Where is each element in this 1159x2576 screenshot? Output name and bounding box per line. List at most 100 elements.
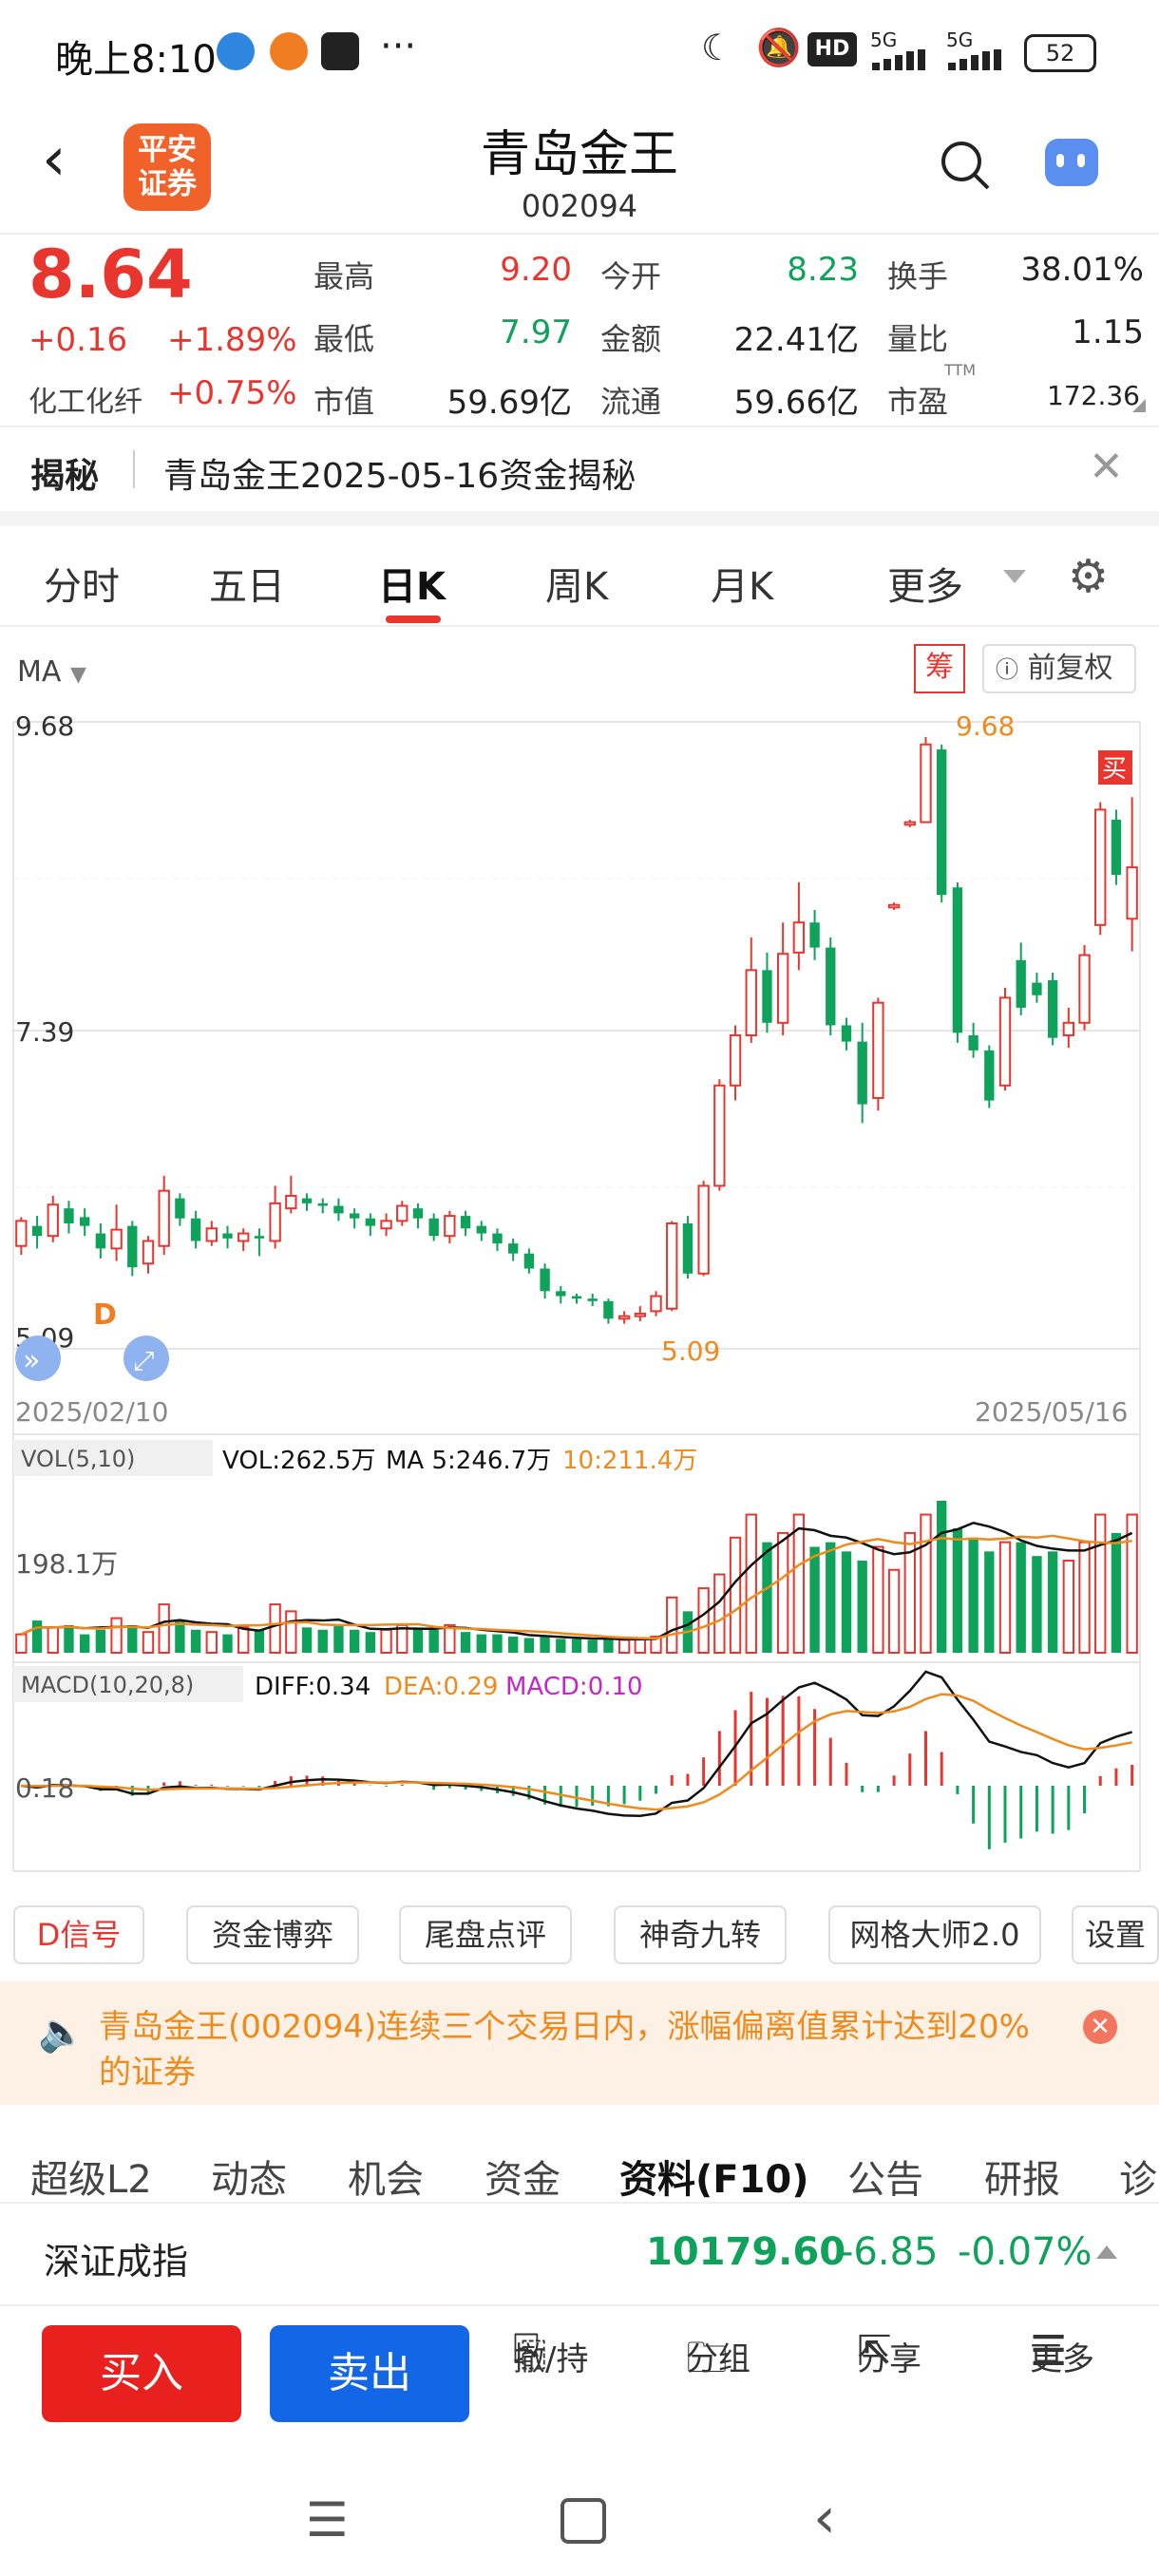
robot-assistant-icon[interactable] — [1045, 139, 1098, 186]
index-change: -6.85 — [840, 2230, 939, 2274]
macd-bars — [21, 1670, 1134, 1849]
tab-weekly-k[interactable]: 周K — [545, 565, 609, 609]
notice-close-icon[interactable]: ✕ — [1083, 2010, 1117, 2044]
menu-nav-icon[interactable]: ☰ — [306, 2492, 349, 2548]
volume-bar — [175, 1620, 185, 1653]
fund-game-button[interactable]: 资金博弈 — [186, 1905, 359, 1964]
signal-icon-2 — [948, 49, 1003, 70]
candle-body — [618, 1315, 631, 1320]
candle-body — [634, 1313, 646, 1317]
moon-icon: ☾ — [701, 27, 734, 68]
tab-five-day[interactable]: 五日 — [209, 565, 285, 609]
volume-bar — [349, 1629, 360, 1653]
folder-icon: 🗀 — [686, 2334, 728, 2382]
expand-corner-icon[interactable] — [1132, 399, 1146, 412]
macd-label: MACD(10,20,8) — [21, 1672, 194, 1698]
sell-button[interactable]: 卖出 — [270, 2325, 469, 2422]
grid-master-button[interactable]: 网格大师2.0 — [828, 1905, 1041, 1964]
risk-notice[interactable]: 🔈 青岛金王(002094)连续三个交易日内，涨幅偏离值累计达到20%的证券 ✕ — [0, 1981, 1159, 2105]
buy-button[interactable]: 买入 — [42, 2325, 241, 2422]
settings-gear-icon[interactable]: ⚙ — [1068, 550, 1110, 603]
tab-funds[interactable]: 资金 — [484, 2158, 560, 2202]
candle-body — [64, 1208, 74, 1223]
tab-daily-k[interactable]: 日K — [378, 565, 446, 609]
tab-research[interactable]: 研报 — [984, 2158, 1060, 2202]
candle-body — [396, 1204, 408, 1222]
chip-distribution-button[interactable]: 筹 — [914, 644, 965, 693]
volume-bar — [968, 1537, 978, 1653]
tab-diagnosis[interactable]: 诊 — [1119, 2158, 1157, 2202]
home-nav-icon[interactable] — [560, 2498, 606, 2544]
back-icon[interactable]: ‹ — [42, 124, 66, 195]
volume-bar — [809, 1546, 820, 1653]
macd-selector[interactable] — [13, 1666, 243, 1702]
volume-bar — [110, 1617, 123, 1654]
chart-area[interactable]: 9.68 7.39 5.09 9.68 5.09 2025/02/10 2025… — [0, 693, 1159, 1900]
sector-name[interactable]: 化工化纤 — [28, 386, 142, 419]
candle-body — [127, 1225, 138, 1268]
volume-bar — [903, 1531, 916, 1654]
ma-selector[interactable]: MA ▼ — [17, 655, 86, 689]
d-signal-button[interactable]: D信号 — [13, 1905, 144, 1964]
reveal-text[interactable]: 青岛金王2025-05-16资金揭秘 — [163, 457, 636, 496]
reveal-divider — [133, 450, 135, 488]
search-icon[interactable] — [939, 139, 990, 190]
volume-bar — [776, 1531, 789, 1654]
volume-bar — [857, 1561, 867, 1653]
candles — [15, 736, 1138, 1324]
volume-bar — [285, 1610, 297, 1655]
candle-body — [903, 821, 916, 826]
volume-bar — [984, 1551, 995, 1653]
candle-body — [729, 1034, 742, 1087]
tools-settings-button[interactable]: 设置 — [1072, 1905, 1159, 1964]
volume-bar — [1078, 1541, 1091, 1654]
candle-body — [587, 1298, 598, 1301]
candle-body — [269, 1202, 281, 1242]
magic-nine-button[interactable]: 神奇九转 — [614, 1905, 787, 1964]
fullscreen-icon[interactable] — [124, 1335, 169, 1381]
candle-body — [460, 1216, 471, 1229]
candle-body — [556, 1291, 566, 1297]
index-value: 10179.60 — [646, 2230, 846, 2274]
volume-bar — [47, 1626, 59, 1654]
candle-body — [1047, 979, 1058, 1038]
index-name[interactable]: 深证成指 — [44, 2241, 189, 2282]
tab-news[interactable]: 动态 — [211, 2158, 287, 2202]
tab-intraday[interactable]: 分时 — [44, 565, 120, 609]
volume-bar — [1016, 1542, 1026, 1653]
candle-body — [492, 1233, 503, 1244]
close-icon[interactable]: ✕ — [1089, 443, 1124, 491]
candle-body — [571, 1296, 582, 1299]
volume-bar — [412, 1627, 424, 1653]
volume-bar — [492, 1634, 503, 1653]
mktcap-value: 59.69亿 — [446, 384, 572, 422]
candle-body — [301, 1198, 313, 1203]
pe-value: 172.36 — [1047, 380, 1140, 411]
tab-opportunity[interactable]: 机会 — [348, 2158, 424, 2202]
tab-announcements[interactable]: 公告 — [847, 2158, 923, 2202]
adjust-button[interactable]: ⓘ 前复权 — [982, 644, 1136, 693]
pe-label: 市盈 — [887, 384, 949, 420]
tab-monthly-k[interactable]: 月K — [711, 565, 774, 609]
volume-bar — [508, 1637, 519, 1653]
volume-bar — [587, 1639, 598, 1653]
candle-body — [809, 922, 820, 948]
closing-comment-button[interactable]: 尾盘点评 — [399, 1905, 572, 1964]
candle-body — [762, 970, 772, 1023]
volume-bar — [428, 1629, 439, 1653]
tab-more[interactable]: 更多 — [887, 565, 963, 609]
candle-body — [1078, 954, 1091, 1024]
candle-body — [1016, 959, 1026, 1008]
vol-selector[interactable] — [13, 1440, 213, 1476]
system-nav-bar: ☰ ‹ — [0, 2458, 1159, 2576]
back-nav-icon[interactable]: ‹ — [813, 2485, 836, 2551]
more-dropdown-icon[interactable] — [1003, 570, 1026, 583]
expand-left-icon[interactable] — [15, 1335, 61, 1381]
tab-f10[interactable]: 资料(F10) — [619, 2158, 809, 2202]
expand-up-icon[interactable] — [1096, 2245, 1117, 2259]
volume-bar — [634, 1638, 646, 1654]
volume-bar — [745, 1513, 757, 1655]
macd-dea-line — [21, 1693, 1132, 1811]
tab-l2[interactable]: 超级L2 — [30, 2158, 152, 2202]
reveal-label: 揭秘 — [30, 457, 100, 496]
